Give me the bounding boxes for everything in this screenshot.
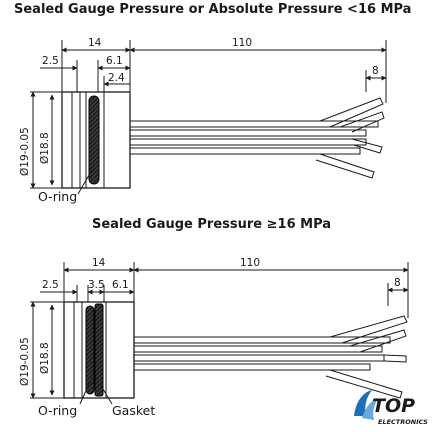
logo-brand: TOP (372, 395, 415, 417)
bottom-gasket-leader (99, 383, 113, 405)
top-wire (129, 147, 361, 155)
top-wire-end (339, 111, 385, 133)
bottom-wire-end (383, 354, 407, 363)
logo-swirl-icon (354, 390, 378, 420)
bottom-dim-dia-outer-label: Ø19-0.05 (19, 337, 31, 386)
bottom-dim-housing-length-label: 14 (92, 257, 106, 269)
bottom-wire-end (329, 315, 408, 344)
top-dim-wire-spread-label: 8 (372, 65, 379, 77)
top-wire-end (315, 153, 375, 179)
top-dim-step-a-label: 2.5 (42, 55, 59, 67)
top-dim-dia-outer-label: Ø19-0.05 (19, 127, 31, 176)
top-o-ring-shape (88, 95, 100, 185)
bottom-dim-step-c-label: 6.1 (112, 279, 129, 291)
top-dim-dia-inner-label: Ø18.8 (39, 132, 51, 164)
top-wire (129, 129, 367, 137)
top-dim-step-c-label: 2.4 (108, 72, 125, 84)
top-wire-end (319, 97, 384, 128)
top-dim-cable-length-label: 110 (232, 37, 252, 49)
top-dim-step-b-label: 6.1 (106, 55, 123, 67)
top-o-ring-label: O-ring (38, 189, 77, 204)
bottom-o-ring-shape (85, 305, 95, 395)
bottom-drawing (30, 262, 409, 405)
top-drawing-title: Sealed Gauge Pressure or Absolute Pressu… (14, 2, 412, 17)
bottom-gasket-shape (94, 303, 104, 397)
bottom-drawing-title: Sealed Gauge Pressure ≥16 MPa (92, 217, 332, 232)
bottom-dim-wire-spread-label: 8 (394, 277, 401, 289)
top-wire (129, 138, 367, 146)
bottom-wire-end (349, 329, 407, 353)
top-dim-housing-length-label: 14 (88, 37, 102, 49)
top-wire (129, 120, 379, 128)
bottom-dim-dia-inner-label: Ø18.8 (39, 342, 51, 374)
top-drawing (30, 40, 387, 195)
bottom-dim-step-b-label: 3.5 (88, 279, 105, 291)
bottom-wire (133, 363, 371, 371)
bottom-wire (133, 345, 383, 353)
bottom-gasket-label: Gasket (112, 403, 155, 418)
bottom-o-ring-leader (79, 381, 91, 405)
top-o-ring-leader (77, 169, 93, 195)
bottom-wire-end (325, 369, 403, 399)
bottom-wire (133, 336, 391, 344)
top-wire-end (351, 138, 383, 154)
top-electronics-logo: TOP ELECTRONICS (354, 390, 428, 426)
bottom-dim-step-a-label: 2.5 (42, 279, 59, 291)
bottom-dim-cable-length-label: 110 (240, 257, 260, 269)
bottom-o-ring-label: O-ring (38, 403, 77, 418)
bottom-wire (133, 354, 385, 362)
logo-tagline: ELECTRONICS (378, 418, 428, 426)
